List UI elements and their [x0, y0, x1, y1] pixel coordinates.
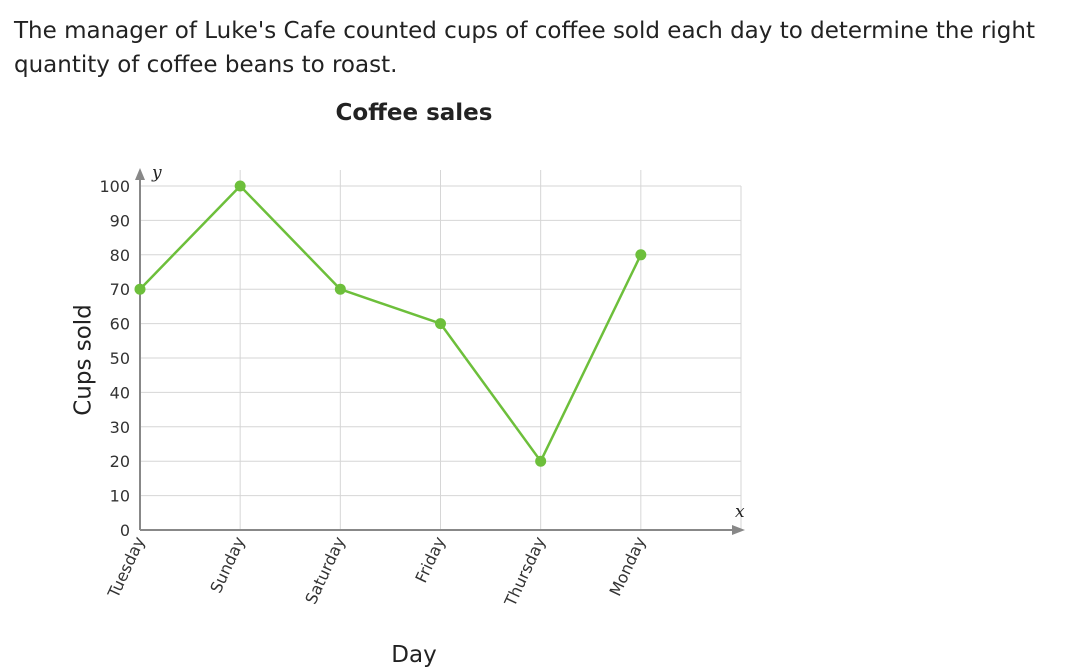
- x-axis-label: Day: [391, 642, 436, 668]
- x-tick-label: Sunday: [206, 534, 249, 596]
- data-point: [435, 318, 446, 330]
- data-point: [234, 180, 246, 192]
- y-tick-label: 0: [120, 521, 130, 540]
- y-tick-label: 40: [110, 383, 130, 402]
- x-tick-label: Tuesday: [103, 534, 148, 602]
- y-axis-letter: y: [151, 163, 162, 183]
- axes: [135, 168, 745, 535]
- y-axis-label: Cups sold: [71, 304, 97, 416]
- y-tick-label: 80: [110, 246, 130, 265]
- y-tick-label: 60: [110, 315, 130, 334]
- data-point: [535, 455, 547, 467]
- y-tick-label: 20: [110, 452, 130, 471]
- y-tick-label: 30: [110, 418, 130, 437]
- series: [134, 180, 647, 467]
- x-axis-arrow: [732, 525, 745, 535]
- data-point: [334, 283, 346, 295]
- x-tick-label: Monday: [606, 534, 650, 599]
- x-axis-letter: x: [735, 502, 745, 522]
- tick-labels: 0 10 20 30 40 50 60 70 80 90 100 Tuesday Sunday Satur…: [99, 177, 649, 610]
- y-tick-label: 90: [110, 211, 130, 230]
- problem-text: The manager of Luke's Cafe counted cups …: [14, 18, 1035, 78]
- y-tick-label: 100: [99, 177, 130, 196]
- y-axis-arrow: [135, 168, 145, 180]
- chart-title: Coffee sales: [335, 100, 493, 126]
- y-tick-label: 70: [110, 280, 130, 299]
- data-point: [635, 249, 647, 261]
- y-tick-label: 10: [110, 487, 130, 506]
- x-tick-label: Friday: [411, 534, 449, 586]
- x-tick-label: Saturday: [301, 534, 349, 607]
- data-point: [134, 283, 146, 295]
- series-line: [139, 184, 642, 463]
- grid: [140, 170, 742, 530]
- x-tick-label: Thursday: [500, 534, 549, 610]
- y-tick-label: 50: [110, 349, 130, 368]
